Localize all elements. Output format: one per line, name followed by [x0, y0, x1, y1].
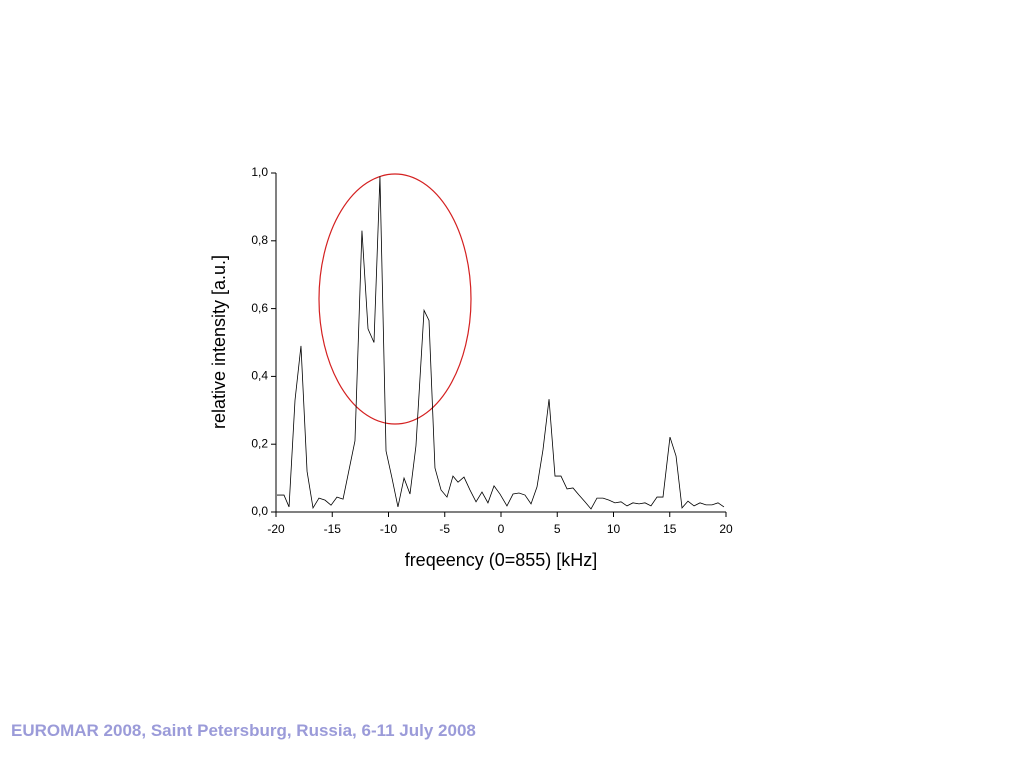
footer: EUROMAR 2008, Saint Petersburg, Russia, …	[11, 721, 476, 740]
x-tick-label: 20	[719, 522, 733, 536]
y-tick-label: 1,0	[251, 165, 268, 179]
x-tick-label: -5	[439, 522, 450, 536]
y-tick-label: 0,8	[251, 233, 268, 247]
y-tick-label: 0,4	[251, 369, 268, 383]
x-tick-label: -15	[324, 522, 342, 536]
spectrum-line	[277, 176, 725, 510]
highlight-ellipse	[318, 173, 472, 425]
y-tick-label: 0,0	[251, 504, 268, 518]
y-tick-label: 0,2	[251, 436, 268, 450]
x-tick-label: -20	[267, 522, 285, 536]
y-tick-label: 0,6	[251, 301, 268, 315]
x-tick-label: 0	[498, 522, 505, 536]
chart: freqeency (0=855) [kHz] relative intensi…	[209, 165, 733, 570]
x-axis-label: freqeency (0=855) [kHz]	[405, 550, 598, 570]
x-tick-label: 10	[607, 522, 621, 536]
x-tick-label: 15	[663, 522, 677, 536]
x-tick-label: -10	[380, 522, 398, 536]
y-axis-label: relative intensity [a.u.]	[209, 255, 229, 429]
x-tick-label: 5	[554, 522, 561, 536]
